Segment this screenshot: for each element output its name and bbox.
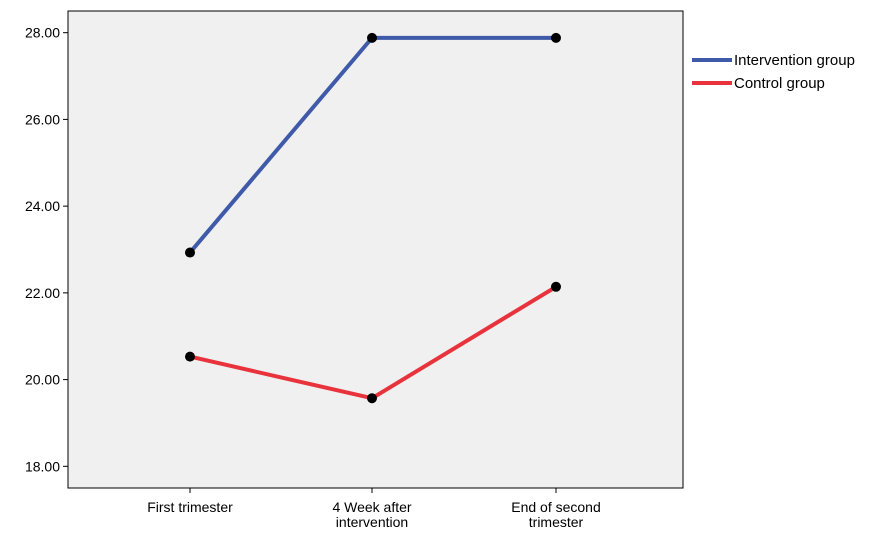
legend-label: Control group — [734, 75, 825, 92]
data-point-series-1 — [185, 351, 195, 362]
data-point-series-0 — [551, 32, 561, 43]
y-tick-label: 20.00 — [25, 372, 60, 388]
y-tick-label: 28.00 — [25, 25, 60, 41]
y-tick-label: 18.00 — [25, 458, 60, 474]
data-point-series-1 — [551, 281, 561, 292]
x-tick-label: 4 Week after intervention — [332, 499, 411, 530]
legend: Intervention group Control group — [692, 52, 855, 92]
data-point-series-0 — [185, 247, 195, 258]
legend-label: Intervention group — [734, 52, 855, 69]
y-tick-label: 22.00 — [25, 285, 60, 301]
y-tick-label: 24.00 — [25, 198, 60, 214]
x-tick-label: First trimester — [147, 499, 233, 515]
x-tick-label-line: intervention — [336, 514, 408, 530]
series-layer — [185, 32, 561, 404]
x-tick-label-line: End of second — [511, 499, 601, 515]
x-tick-label: End of second trimester — [511, 499, 601, 530]
x-tick-label-line: trimester — [529, 514, 584, 530]
y-tick-label: 26.00 — [25, 111, 60, 127]
data-point-series-0 — [367, 32, 377, 43]
x-tick-label-line: First trimester — [147, 499, 233, 515]
x-tick-label-line: 4 Week after — [332, 499, 411, 515]
data-point-series-1 — [367, 393, 377, 404]
y-axis: 18.00 20.00 22.00 24.00 26.00 28.00 — [25, 25, 68, 474]
plot-area — [67, 10, 684, 489]
x-axis: First trimester 4 Week after intervention E… — [147, 488, 601, 530]
